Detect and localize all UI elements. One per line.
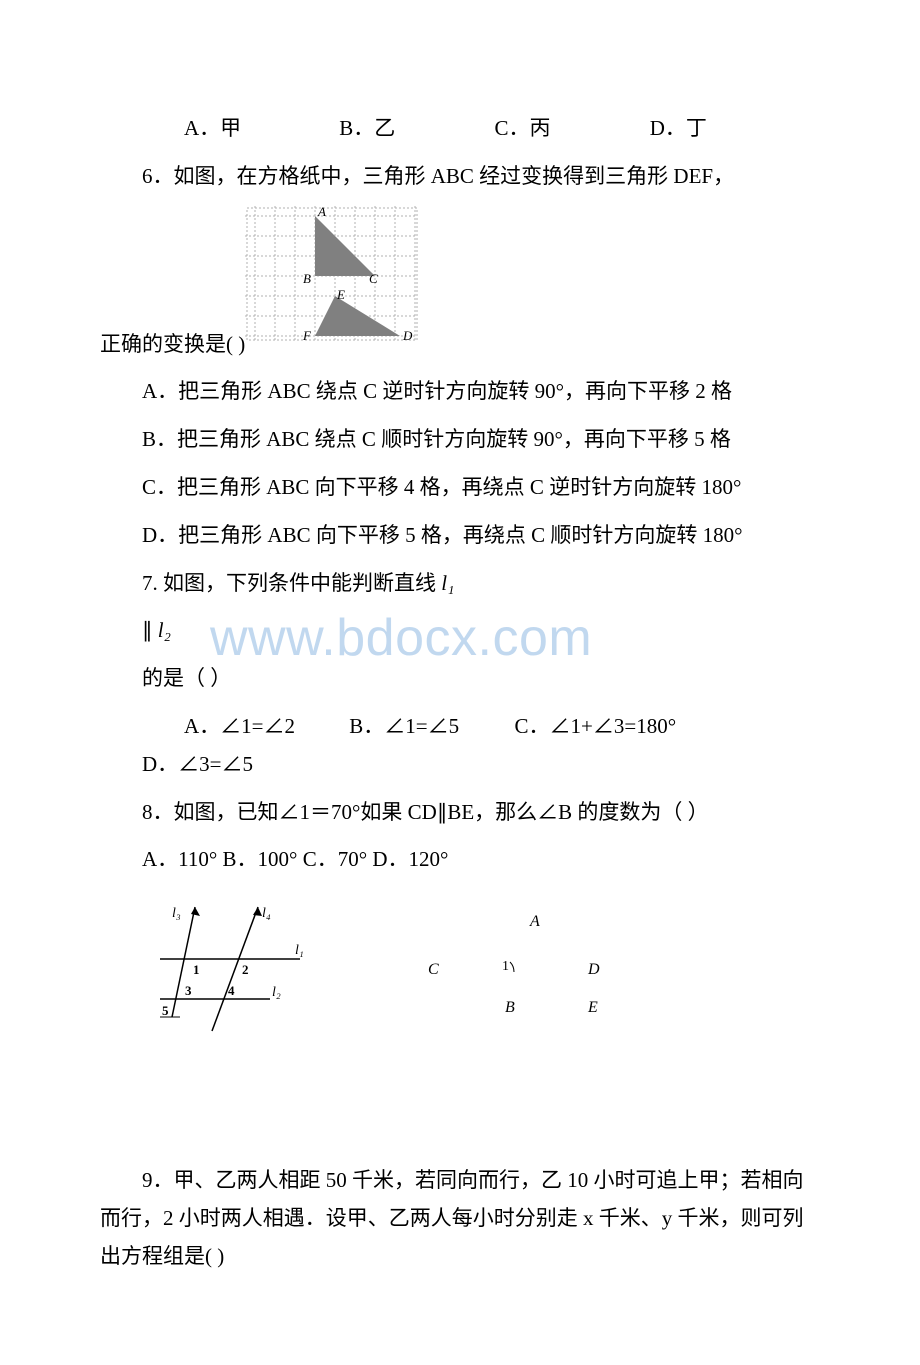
q5-option-b: B．乙 (297, 110, 447, 148)
svg-text:l₂: l₂ (272, 985, 281, 1000)
q6-option-c: C．把三角形 ABC 向下平移 4 格，再绕点 C 逆时针方向旋转 180° (100, 469, 820, 507)
svg-text:C: C (428, 961, 439, 978)
q7-option-a: A．∠1=∠2 (142, 708, 302, 746)
q7-tail: 的是（ ） (100, 660, 820, 698)
q6-option-a: A．把三角形 ABC 绕点 C 逆时针方向旋转 90°，再向下平移 2 格 (100, 373, 820, 411)
q7-stem-text: 7. 如图，下列条件中能判断直线 (142, 571, 436, 595)
svg-text:3: 3 (185, 983, 192, 998)
svg-text:B: B (303, 271, 311, 286)
svg-text:l₁: l₁ (295, 943, 304, 958)
q8-stem: 8．如图，已知∠1＝70°如果 CD∥BE，那么∠B 的度数为（ ） (100, 794, 820, 832)
q7-options: A．∠1=∠2 B．∠1=∠5 C．∠1+∠3=180° D．∠3=∠5 (100, 708, 820, 784)
q5-options: A．甲 B．乙 C．丙 D．丁 (100, 110, 820, 148)
q7-l1: l₁ (441, 571, 454, 595)
q7-line2: ∥ l₂ (100, 612, 820, 650)
svg-text:5: 5 (162, 1003, 169, 1018)
q7-option-c: C．∠1+∠3=180° (473, 708, 677, 746)
q7-parallel: ∥ (142, 618, 153, 642)
svg-text:C: C (369, 271, 378, 286)
q7-figure: l₁ l₂ l₃ l₄ 1 2 3 4 5 (150, 899, 310, 1052)
q6-option-b: B．把三角形 ABC 绕点 C 顺时针方向旋转 90°，再向下平移 5 格 (100, 421, 820, 459)
q8-option-a: A．110° (142, 847, 217, 871)
svg-text:D: D (587, 961, 600, 978)
svg-text:l₃: l₃ (172, 906, 181, 921)
q8-figure: A C D B E 1 (410, 904, 630, 1047)
q6-option-d: D．把三角形 ABC 向下平移 5 格，再绕点 C 顺时针方向旋转 180° (100, 517, 820, 555)
svg-text:E: E (587, 999, 598, 1016)
q6-tail: 正确的变换是( ) (100, 326, 245, 364)
q6-triangle-def (315, 296, 400, 336)
svg-text:1: 1 (193, 962, 200, 977)
q7-line1: 7. 如图，下列条件中能判断直线 l₁ (100, 565, 820, 603)
q8-option-c: C．70° (303, 847, 367, 871)
svg-text:A: A (317, 206, 326, 219)
svg-text:E: E (336, 287, 345, 302)
svg-text:4: 4 (228, 983, 235, 998)
q5-option-a: A．甲 (142, 110, 292, 148)
q8-options: A．110° B．100° C．70° D．120° (100, 841, 820, 879)
svg-text:D: D (402, 328, 413, 343)
q8-option-d: D．120° (372, 847, 448, 871)
q5-option-d: D．丁 (608, 110, 758, 148)
q7-option-d: D．∠3=∠5 (100, 746, 253, 784)
q5-option-c: C．丙 (453, 110, 603, 148)
svg-text:l₄: l₄ (262, 906, 271, 921)
q9-stem: 9．甲、乙两人相距 50 千米，若同向而行，乙 10 小时可追上甲；若相向而行，… (100, 1162, 820, 1275)
q7-l2: l₂ (158, 618, 171, 642)
q8-option-b: B．100° (223, 847, 298, 871)
q6-triangle-abc (315, 216, 375, 276)
svg-text:1: 1 (502, 959, 509, 974)
q7-option-b: B．∠1=∠5 (307, 708, 467, 746)
svg-text:2: 2 (242, 962, 249, 977)
svg-text:B: B (505, 999, 515, 1016)
q6-stem: 6．如图，在方格纸中，三角形 ABC 经过变换得到三角形 DEF， (100, 158, 820, 196)
svg-text:F: F (302, 328, 312, 343)
svg-text:A: A (529, 913, 540, 930)
q6-figure: A B C E F D (245, 206, 420, 364)
